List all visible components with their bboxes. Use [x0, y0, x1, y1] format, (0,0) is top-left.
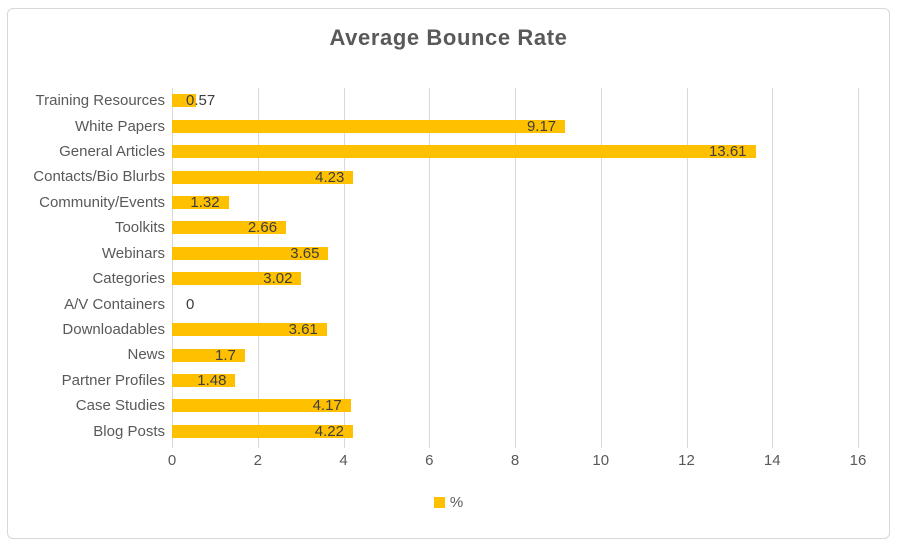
category-label: White Papers	[74, 117, 165, 135]
bar	[172, 119, 566, 133]
x-tick-label: 10	[592, 452, 610, 469]
category-label: Case Studies	[75, 397, 165, 415]
category-axis: Training Resources White Papers General Ar…	[0, 88, 165, 444]
x-axis: 0 2 4 6 8 10 12 14 16	[168, 452, 867, 472]
bar	[172, 348, 245, 362]
x-tick-label: 2	[253, 452, 262, 469]
category-label: Downloadables	[62, 321, 165, 339]
x-tick-label: 6	[425, 452, 434, 469]
bar-value-label: 1.32	[190, 193, 220, 211]
gridline	[429, 88, 431, 448]
bar-value-label: 3.61	[288, 321, 318, 339]
gridline	[172, 88, 173, 448]
gridline	[600, 88, 602, 448]
x-tick-label: 4	[339, 452, 348, 469]
category-label: General Articles	[59, 143, 165, 161]
bar	[172, 145, 756, 159]
bar-value-label: 4.17	[312, 397, 342, 415]
legend-label: %	[449, 494, 464, 511]
bar-value-label: 4.22	[314, 422, 344, 440]
bar-value-label: 1.7	[215, 346, 236, 364]
x-tick-label: 12	[678, 452, 695, 469]
x-tick-label: 8	[510, 452, 520, 469]
category-label: Partner Profiles	[61, 371, 165, 389]
bar	[172, 246, 329, 260]
gridline	[858, 88, 859, 448]
chart-title: Average Bounce Rate	[329, 25, 568, 50]
x-tick-label: 0	[167, 452, 177, 469]
bar	[172, 170, 354, 184]
category-label: News	[127, 346, 165, 364]
plot-area: 0.57 9.17 13.61 4.23 1.32 2.66 3.65 3.02 0 3.61 1.…	[172, 88, 859, 448]
category-label: A/V Containers	[64, 295, 165, 313]
gridline	[515, 88, 516, 448]
bar-value-label: 3.65	[290, 244, 320, 262]
gridline	[772, 88, 774, 448]
category-label: Webinars	[101, 244, 165, 262]
bar-value-label: 4.23	[315, 168, 345, 186]
category-label: Toolkits	[114, 219, 165, 237]
bar-value-label: 0.57	[186, 92, 216, 110]
bar-value-label: 3.02	[263, 270, 293, 288]
bar	[172, 424, 353, 438]
legend-swatch-icon	[433, 497, 445, 508]
bar	[172, 272, 302, 286]
x-tick-label: 14	[763, 452, 781, 469]
bar	[172, 323, 327, 337]
gridline	[257, 88, 259, 448]
x-tick-label: 16	[849, 452, 867, 469]
gridline	[686, 88, 688, 448]
category-label: Training Resources	[35, 92, 166, 110]
bar-value-label: 0	[186, 295, 195, 313]
category-label: Blog Posts	[93, 422, 165, 440]
bar	[172, 221, 287, 235]
bar-value-label: 9.17	[526, 117, 557, 135]
bar-value-label: 13.61	[708, 143, 747, 161]
bar	[172, 94, 197, 108]
bar-value-label: 2.66	[247, 219, 278, 237]
category-label: Community/Events	[39, 193, 165, 211]
bar-value-label: 1.48	[197, 371, 227, 389]
legend: %	[0, 494, 897, 511]
bar	[172, 373, 236, 387]
bar	[172, 195, 229, 209]
category-label: Contacts/Bio Blurbs	[33, 168, 165, 186]
gridline	[343, 88, 345, 448]
bar	[172, 399, 351, 413]
category-label: Categories	[92, 270, 165, 288]
